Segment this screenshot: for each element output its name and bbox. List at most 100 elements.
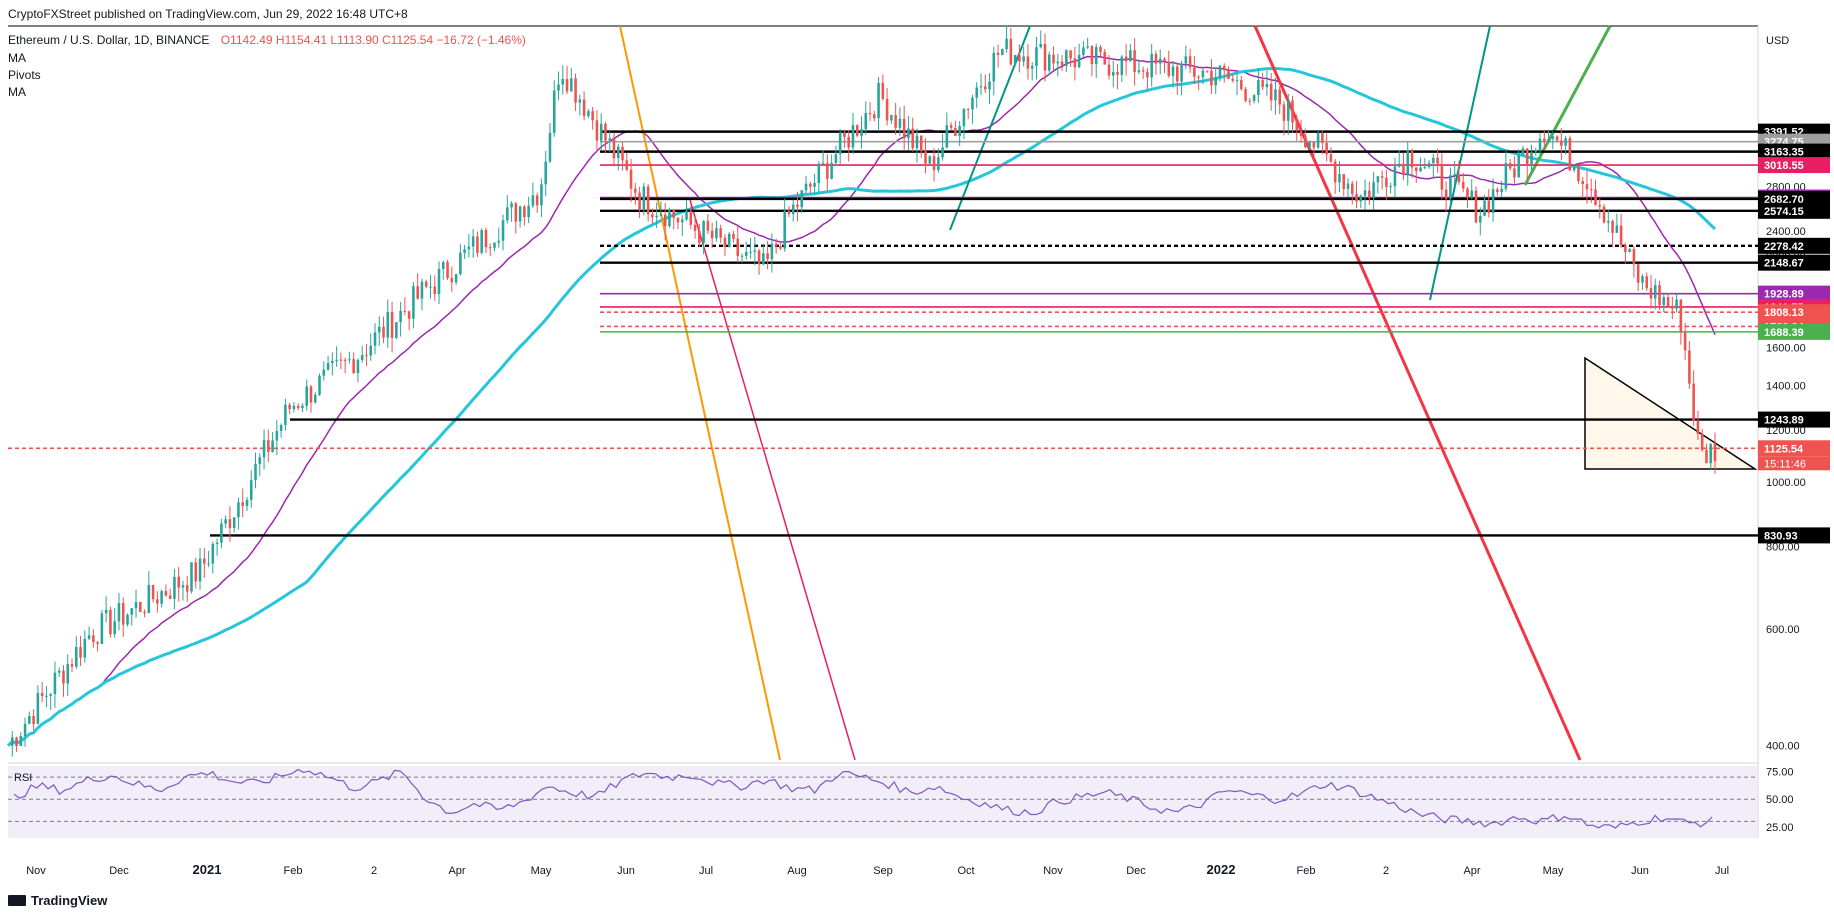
candle-body <box>1154 53 1158 64</box>
candle-body <box>1052 54 1055 64</box>
candle-body <box>847 137 850 148</box>
candle-body <box>698 230 701 244</box>
candle-body <box>1662 297 1666 306</box>
triangle-pattern <box>1584 356 1758 470</box>
candle-body <box>578 99 582 103</box>
price-tag-bg-6 <box>1758 202 1830 219</box>
candle-body <box>471 236 475 247</box>
candle-body <box>1393 166 1397 187</box>
price-tag-bg-14 <box>1758 411 1830 428</box>
candle-body <box>1402 163 1405 175</box>
candle-body <box>966 108 970 110</box>
candle-body <box>561 78 565 85</box>
candle-body <box>826 163 829 179</box>
price-axis[interactable]: 2800.002400.002200.001600.001400.001200.… <box>1758 123 1830 753</box>
rsi-tick-label-0: 75.00 <box>1766 767 1794 779</box>
candle-body <box>1653 285 1657 299</box>
candle-body <box>1355 194 1358 202</box>
rsi-pane: 75.00 50.00 25.00 <box>8 766 1794 838</box>
candle-body <box>228 519 232 528</box>
candle-body <box>608 138 611 141</box>
candle-body <box>168 595 172 599</box>
candle-body <box>1278 89 1281 105</box>
candle-body <box>1167 61 1171 76</box>
candle-body <box>1440 163 1444 190</box>
candle-body <box>1265 83 1269 88</box>
candle-body <box>377 326 381 333</box>
candle-body <box>971 97 974 110</box>
candle-body <box>279 425 283 431</box>
candle-body <box>1218 65 1222 78</box>
indicator-ma-fast[interactable]: MA <box>8 51 26 65</box>
candle-body <box>1035 47 1038 66</box>
candle-body <box>1201 70 1205 78</box>
candle-body <box>224 519 227 524</box>
candle-body <box>992 52 996 82</box>
candle-body <box>1453 174 1456 176</box>
candle-body <box>1107 64 1111 76</box>
candle-body <box>203 558 206 564</box>
candle-body <box>326 363 330 370</box>
candle-body <box>954 127 957 136</box>
candle-body <box>1594 189 1597 206</box>
time-axis[interactable]: Nov Dec 2021 Feb 2 Apr May Jun Jul Aug Sep Oct Nov De… <box>26 862 1729 877</box>
candle-body <box>365 355 368 357</box>
symbol-name: Ethereum / U.S. Dollar, 1D, BINANCE <box>8 33 210 47</box>
candle-body <box>868 113 872 115</box>
price-tag-label-11: 1808.13 <box>1764 307 1804 319</box>
candle-body <box>1257 80 1260 96</box>
candle-body <box>62 670 65 684</box>
price-tag-label-16: 830.93 <box>1764 530 1798 542</box>
candle-body <box>446 262 449 279</box>
candle-body <box>1073 58 1077 68</box>
time-tick-label-12: Nov <box>1043 865 1063 877</box>
candle-body <box>1598 205 1602 207</box>
candle-body <box>796 204 799 208</box>
candle-body <box>1120 56 1124 75</box>
candle-body <box>331 360 334 364</box>
candle-body <box>1129 50 1132 62</box>
candle-body <box>510 203 513 208</box>
price-tick-label-5: 1200.00 <box>1766 425 1806 437</box>
candle-body <box>1001 49 1004 55</box>
tradingview-logo-icon <box>8 894 26 906</box>
candle-body <box>783 210 786 249</box>
candle-body <box>467 246 471 250</box>
candle-body <box>638 192 641 210</box>
candle-body <box>570 78 573 92</box>
candle-body <box>1133 50 1136 73</box>
candle-body <box>685 210 688 220</box>
indicator-pivots[interactable]: Pivots <box>8 68 41 82</box>
candle-body <box>830 162 833 179</box>
time-tick-label-9: Aug <box>787 865 807 877</box>
candle-body <box>621 146 624 161</box>
tradingview-logo[interactable]: TradingView <box>8 891 107 909</box>
price-tag-bg-7 <box>1758 237 1830 254</box>
indicator-ma-slow[interactable]: MA <box>8 85 26 99</box>
price-tag-bg-3 <box>1758 157 1830 174</box>
candle-body <box>356 359 360 374</box>
candle-body <box>382 326 385 338</box>
candle-body <box>267 440 270 452</box>
candle-body <box>134 601 138 609</box>
candle-body <box>488 247 492 249</box>
candle-body <box>877 82 880 119</box>
candle-body <box>1022 56 1025 62</box>
candle-body <box>1419 167 1422 172</box>
candle-body <box>79 646 82 658</box>
candle-body <box>1116 71 1119 75</box>
candle-body <box>1551 136 1555 139</box>
candle-body <box>753 250 757 252</box>
candle-body <box>10 737 14 746</box>
candle-body <box>749 251 752 253</box>
candle-body <box>800 190 804 208</box>
candle-body <box>1611 221 1614 233</box>
price-axis-unit: USD <box>1766 35 1789 47</box>
candle-body <box>1517 154 1520 178</box>
candle-body <box>787 210 791 215</box>
candle-body <box>1252 95 1256 101</box>
candle-body <box>1525 148 1529 166</box>
candle-body <box>595 120 599 141</box>
time-tick-label-16: 2 <box>1383 865 1389 877</box>
